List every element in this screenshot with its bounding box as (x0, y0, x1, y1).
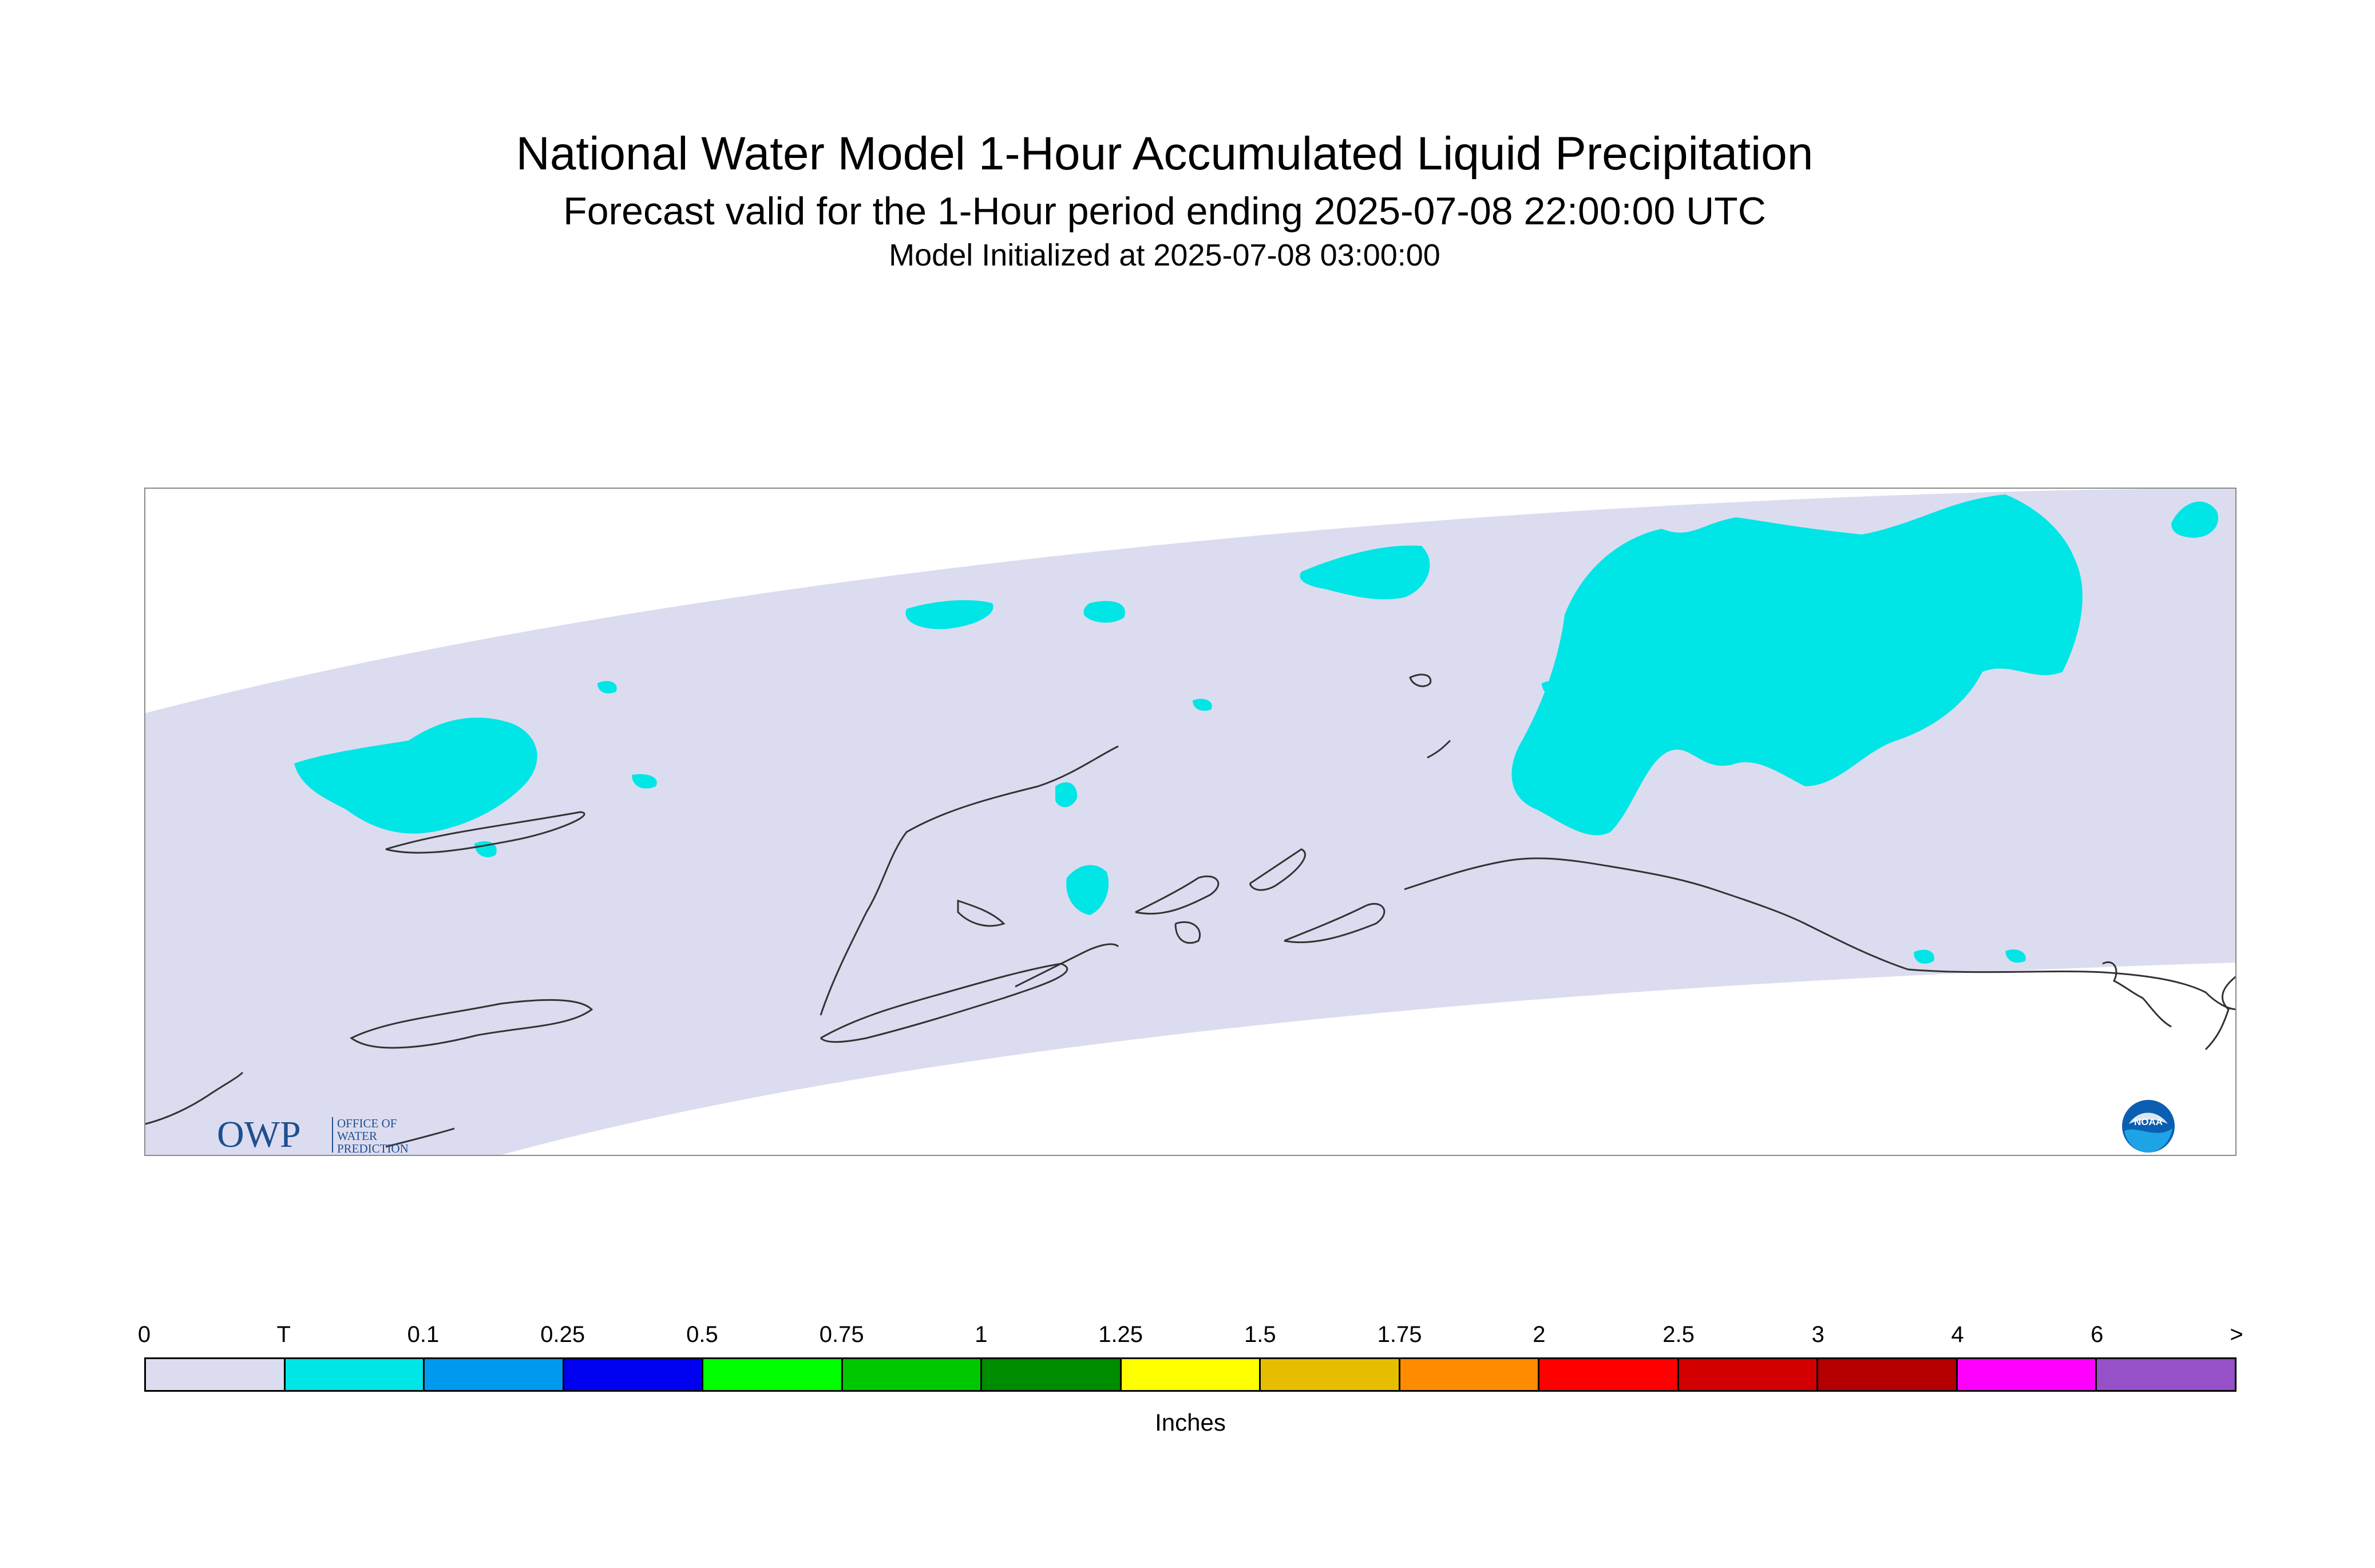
map-title: National Water Model 1-Hour Accumulated … (516, 128, 1814, 180)
legend-tick-label: 1 (975, 1322, 988, 1347)
owp-line-3: PREDICTION (337, 1142, 409, 1155)
owp-line-1: OFFICE OF (337, 1116, 397, 1130)
coastline (820, 963, 1068, 1043)
legend-tick-label: 0.25 (540, 1322, 585, 1347)
coastline (1404, 857, 2235, 1011)
coastline (820, 745, 1119, 1016)
coastline (957, 899, 1006, 927)
map-subtitle: Forecast valid for the 1-Hour period end… (563, 189, 1766, 233)
precip-area (1511, 494, 2083, 836)
coastlines (145, 674, 2235, 1148)
coastline (1174, 921, 1201, 944)
owp-mark: OWP (217, 1114, 301, 1155)
precip-area (2171, 501, 2218, 538)
model-init-line: Model Initialized at 2025-07-08 03:00:00 (889, 238, 1440, 272)
coastline (385, 1127, 455, 1148)
precip-area (1193, 699, 1212, 711)
owp-logo: OWP OFFICE OF WATER PREDICTION (217, 1114, 409, 1155)
legend-tick-label: 2.5 (1662, 1322, 1695, 1347)
precip-area (294, 718, 537, 834)
precip-area (632, 774, 657, 789)
precip-area (1083, 601, 1125, 623)
precip-area (1542, 681, 1561, 695)
precip-area (1055, 782, 1078, 807)
legend-tick-label: > (2230, 1322, 2243, 1347)
legend-swatch (425, 1359, 564, 1390)
coastline (385, 811, 585, 854)
legend-colorbar (144, 1357, 2237, 1392)
precip-area (905, 600, 993, 629)
legend-swatch (1261, 1359, 1400, 1390)
noaa-seal-icon: NOAA (2122, 1100, 2175, 1153)
legend-tick-label: T (276, 1322, 291, 1347)
legend-swatch (564, 1359, 704, 1390)
map-canvas[interactable] (145, 489, 2237, 1156)
legend-swatch (703, 1359, 843, 1390)
precip-trace-areas (294, 494, 2218, 964)
legend-swatch (1539, 1359, 1679, 1390)
legend-swatch (146, 1359, 286, 1390)
legend-tick-label: 4 (1951, 1322, 1964, 1347)
coastline (1135, 875, 1220, 915)
precip-area (2005, 949, 2026, 963)
legend-tick-label: 0 (137, 1322, 151, 1347)
coastline (2204, 976, 2235, 1051)
legend-tick-label: 3 (1811, 1322, 1824, 1347)
legend-tick-label: 0.75 (819, 1322, 864, 1347)
coastline (350, 999, 593, 1049)
legend-swatch (1957, 1359, 2097, 1390)
coastline (1249, 848, 1306, 891)
coastline (1284, 903, 1386, 944)
legend-tick-label: 2 (1533, 1322, 1546, 1347)
coastline (2102, 961, 2172, 1028)
legend-tick-label: 1.5 (1244, 1322, 1276, 1347)
legend-swatch (1818, 1359, 1958, 1390)
precip-area (597, 680, 617, 694)
precip-area (1914, 949, 1934, 964)
owp-line-2: WATER (337, 1129, 377, 1143)
legend-tick-labels: 0 T 0.1 0.25 0.5 0.75 1 1.25 1.5 1.75 2 2.5 3 4 6 > (0, 1316, 2375, 1351)
legend-tick-label: 6 (2091, 1322, 2104, 1347)
legend-swatch (2097, 1359, 2235, 1390)
noaa-text: NOAA (2134, 1116, 2163, 1127)
legend-swatch (842, 1359, 983, 1390)
coastline (1409, 674, 1432, 687)
legend-tick-label: 1.75 (1377, 1322, 1422, 1347)
precip-area (1066, 865, 1109, 915)
coastline (1015, 943, 1119, 988)
legend-swatch (1679, 1359, 1819, 1390)
legend-tick-label: 0.1 (407, 1322, 440, 1347)
legend-swatch (285, 1359, 425, 1390)
legend-swatch (1400, 1359, 1540, 1390)
legend-tick-label: 1.25 (1098, 1322, 1143, 1347)
legend-swatch (982, 1359, 1122, 1390)
coastline (1427, 739, 1451, 759)
coastline (145, 1071, 244, 1125)
legend-tick-label: 0.5 (686, 1322, 718, 1347)
map-panel[interactable]: OWP OFFICE OF WATER PREDICTION NOAA (144, 488, 2237, 1156)
precip-area (1300, 545, 1430, 600)
legend-swatch (1121, 1359, 1261, 1390)
legend-unit-label: Inches (1155, 1409, 1226, 1436)
